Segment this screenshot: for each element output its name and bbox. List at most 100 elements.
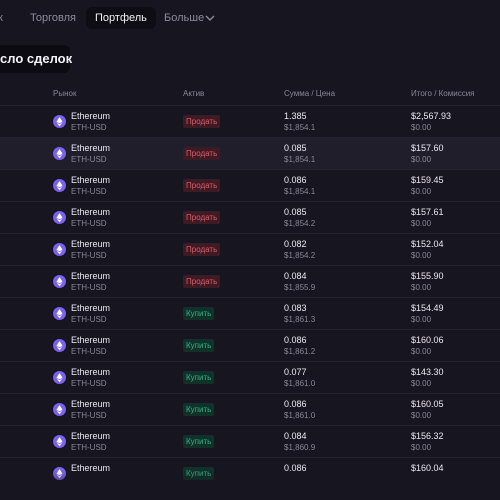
fade xyxy=(0,470,500,500)
nav-item[interactable]: Больше xyxy=(164,12,205,24)
side-badge: Купить xyxy=(183,339,215,352)
table-row[interactable] xyxy=(0,457,500,490)
price: $1,854.1 xyxy=(284,155,316,164)
table-row[interactable] xyxy=(0,425,500,458)
table-row[interactable] xyxy=(0,169,500,202)
fee: $0.00 xyxy=(411,379,432,388)
market-symbol: ETH-USD xyxy=(71,379,107,388)
fee: $0.00 xyxy=(411,187,432,196)
price: $1,861.3 xyxy=(284,315,316,324)
amount: 0.086 xyxy=(284,399,307,409)
table-row[interactable] xyxy=(0,361,500,394)
button-label[interactable]: сло сделок xyxy=(0,51,73,66)
nav-item[interactable]: Портфель xyxy=(86,7,156,29)
price: $1,854.1 xyxy=(284,123,316,132)
eth-icon xyxy=(53,275,66,288)
trades-button[interactable] xyxy=(0,45,70,73)
eth-icon xyxy=(53,243,66,256)
market-symbol: ETH-USD xyxy=(71,283,107,292)
side-badge: Продать xyxy=(183,243,221,256)
price: $1,861.2 xyxy=(284,347,316,356)
side-badge: Продать xyxy=(183,275,221,288)
market-name: Ethereum xyxy=(71,207,111,217)
table-row[interactable] xyxy=(0,393,500,426)
table-row[interactable] xyxy=(0,233,500,266)
market-name: Ethereum xyxy=(71,271,111,281)
market-name: Ethereum xyxy=(71,463,111,473)
column-header: Рынок xyxy=(53,89,77,98)
fee: $0.00 xyxy=(411,251,432,260)
market-symbol: ETH-USD xyxy=(71,187,107,196)
fee: $0.00 xyxy=(411,347,432,356)
total: $160.05 xyxy=(411,399,444,409)
fee: $0.00 xyxy=(411,123,432,132)
amount: 0.086 xyxy=(284,175,307,185)
amount: 0.085 xyxy=(284,143,307,153)
market-symbol: ETH-USD xyxy=(71,347,107,356)
eth-glyph xyxy=(56,181,63,191)
side-badge: Продать xyxy=(183,115,221,128)
price: $1,861.0 xyxy=(284,411,316,420)
table-row[interactable] xyxy=(0,297,500,330)
price: $1,854.2 xyxy=(284,251,316,260)
market-symbol: ETH-USD xyxy=(71,315,107,324)
market-name: Ethereum xyxy=(71,111,111,121)
eth-glyph xyxy=(56,245,63,255)
total: $143.30 xyxy=(411,367,444,377)
eth-icon xyxy=(53,371,66,384)
market-name: Ethereum xyxy=(71,431,111,441)
eth-glyph xyxy=(56,437,63,447)
eth-icon xyxy=(53,307,66,320)
price: $1,855.9 xyxy=(284,283,316,292)
amount: 0.083 xyxy=(284,303,307,313)
total: $155.90 xyxy=(411,271,444,281)
total: $160.04 xyxy=(411,463,444,473)
market-symbol: ETH-USD xyxy=(71,219,107,228)
chevron-icon xyxy=(205,15,215,21)
table-row[interactable] xyxy=(0,329,500,362)
amount: 0.084 xyxy=(284,271,307,281)
price: $1,861.0 xyxy=(284,379,316,388)
eth-icon xyxy=(53,115,66,128)
price: $1,854.1 xyxy=(284,187,316,196)
eth-icon xyxy=(53,339,66,352)
table-row[interactable] xyxy=(0,201,500,234)
market-symbol: ETH-USD xyxy=(71,411,107,420)
eth-glyph xyxy=(56,213,63,223)
table-row[interactable] xyxy=(0,265,500,298)
eth-icon xyxy=(53,147,66,160)
eth-icon xyxy=(53,435,66,448)
amount: 0.086 xyxy=(284,463,307,473)
column-header: Сумма / Цена xyxy=(284,89,336,98)
market-symbol: ETH-USD xyxy=(71,251,107,260)
side-badge: Купить xyxy=(183,307,215,320)
total: $152.04 xyxy=(411,239,444,249)
eth-glyph xyxy=(56,341,63,351)
table-row[interactable] xyxy=(0,105,500,138)
market-name: Ethereum xyxy=(71,335,111,345)
total: $157.60 xyxy=(411,143,444,153)
eth-icon xyxy=(53,211,66,224)
side-badge: Купить xyxy=(183,403,215,416)
amount: 0.085 xyxy=(284,207,307,217)
market-name: Ethereum xyxy=(71,303,111,313)
eth-glyph xyxy=(56,277,63,287)
eth-glyph xyxy=(56,405,63,415)
fee: $0.00 xyxy=(411,283,432,292)
amount: 0.086 xyxy=(284,335,307,345)
fee: $0.00 xyxy=(411,443,432,452)
market-symbol: ETH-USD xyxy=(71,123,107,132)
total: $156.32 xyxy=(411,431,444,441)
nav-item[interactable]: Торговля xyxy=(30,12,76,24)
side-badge: Продать xyxy=(183,179,221,192)
table-row[interactable] xyxy=(0,137,500,170)
eth-glyph xyxy=(56,149,63,159)
side-badge: Продать xyxy=(183,147,221,160)
amount: 0.077 xyxy=(284,367,307,377)
column-header: Итого / Комиссия xyxy=(411,89,475,98)
nav-item[interactable]: к xyxy=(0,12,3,24)
amount: 0.082 xyxy=(284,239,307,249)
side-badge: Купить xyxy=(183,435,215,448)
amount: 1.385 xyxy=(284,111,307,121)
